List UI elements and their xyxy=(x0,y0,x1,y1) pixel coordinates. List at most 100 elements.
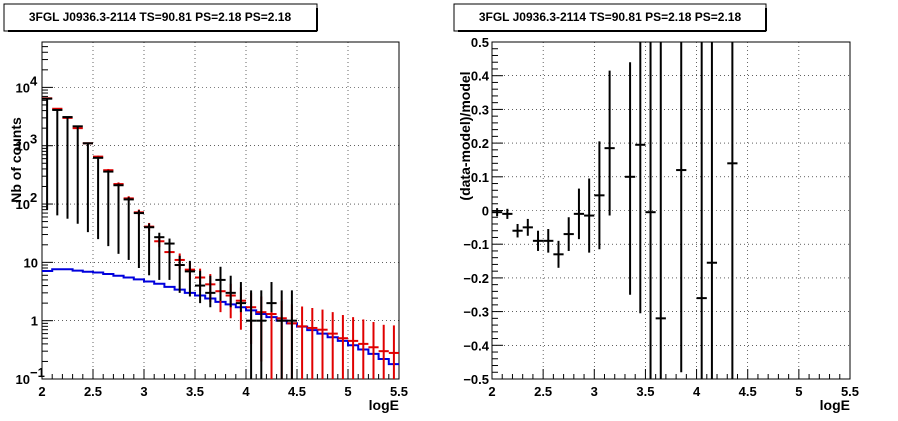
residuals-y-tick-label: −0.5 xyxy=(463,372,489,387)
counts-x-tick-label: 5.5 xyxy=(390,384,408,399)
residuals-x-tick-label: 4.5 xyxy=(739,384,757,399)
residual-point xyxy=(543,229,554,253)
data-point xyxy=(82,142,93,233)
data-point xyxy=(235,282,246,313)
residual-series xyxy=(492,42,738,379)
model-point xyxy=(297,306,308,379)
residuals-x-tick-label: 3.5 xyxy=(636,384,654,399)
residuals-ylabel: (data-model)/model xyxy=(457,71,473,200)
residuals-x-tick-label: 2 xyxy=(488,384,495,399)
residuals-y-tick-label: 0 xyxy=(482,204,489,219)
model-point xyxy=(307,307,318,379)
data-point xyxy=(184,260,195,297)
residual-point xyxy=(492,208,503,217)
residuals-title-box: 3FGL J0936.3-2114 TS=90.81 PS=2.18 PS=2.… xyxy=(453,3,767,32)
counts-x-tick-label: 5 xyxy=(344,384,351,399)
data-point xyxy=(113,183,124,254)
counts-title: 3FGL J0936.3-2114 TS=90.81 PS=2.18 PS=2.… xyxy=(29,10,292,24)
residuals-panel: 2 2.5 3 3.5 4 4.5 5 5.5 −0.5 −0.4 −0.3 −0.2 −0.1 0 0.… xyxy=(453,3,859,413)
residuals-x-tick-label: 3 xyxy=(591,384,598,399)
data-point xyxy=(133,210,144,269)
residual-point xyxy=(573,188,585,240)
residuals-grid xyxy=(492,42,850,379)
data-point xyxy=(276,290,287,379)
data-point xyxy=(52,108,63,216)
residuals-x-tick-label: 5 xyxy=(795,384,802,399)
residuals-xlabel: logE xyxy=(820,397,850,413)
counts-x-tick-label: 4.5 xyxy=(288,384,306,399)
data-point xyxy=(42,97,53,210)
counts-y-tick-exponent: 3 xyxy=(30,132,37,147)
data-point xyxy=(246,290,257,379)
residuals-y-tick-label: 0.3 xyxy=(471,102,489,117)
residual-point xyxy=(645,42,656,379)
residual-point xyxy=(532,230,544,251)
model-point xyxy=(327,312,338,379)
residuals-x-ticks: 2 2.5 3 3.5 4 4.5 5 5.5 xyxy=(488,369,859,399)
counts-x-tick-label: 2.5 xyxy=(84,384,102,399)
residual-point xyxy=(676,42,687,373)
data-point xyxy=(93,156,104,240)
residuals-y-tick-label: −0.1 xyxy=(463,237,489,252)
data-point xyxy=(72,125,83,224)
residuals-title: 3FGL J0936.3-2114 TS=90.81 PS=2.18 PS=2.… xyxy=(479,10,742,24)
model-point xyxy=(358,319,369,379)
model-point xyxy=(348,317,359,379)
counts-x-ticks: 2 2.5 3 3.5 4 4.5 5 5.5 xyxy=(38,369,408,399)
counts-y-tick-exponent: 2 xyxy=(30,190,37,205)
data-point xyxy=(123,197,134,260)
counts-y-tick-exponent: 4 xyxy=(30,73,38,88)
residual-point xyxy=(604,70,615,216)
counts-x-tick-label: 3 xyxy=(140,384,147,399)
data-point xyxy=(286,290,297,379)
counts-y-tick-base: 10 xyxy=(16,372,30,387)
residual-point xyxy=(502,208,513,219)
residuals-x-tick-label: 4 xyxy=(693,384,701,399)
residuals-x-tick-label: 5.5 xyxy=(841,384,859,399)
model-point xyxy=(388,325,399,379)
residual-point xyxy=(696,42,707,379)
counts-x-tick-label: 3.5 xyxy=(186,384,204,399)
data-point xyxy=(174,255,185,293)
residual-point xyxy=(553,240,564,268)
counts-ylabel: Nb of counts xyxy=(8,117,24,203)
residuals-y-tick-label: 0.2 xyxy=(471,136,489,151)
observed-counts-series xyxy=(42,97,297,379)
counts-y-tick-base: 10 xyxy=(16,197,30,212)
residuals-x-tick-label: 2.5 xyxy=(534,384,552,399)
counts-xlabel: logE xyxy=(369,397,399,413)
data-point xyxy=(266,282,277,313)
data-point xyxy=(256,290,267,379)
residuals-y-tick-label: 0.1 xyxy=(471,170,489,185)
residual-point xyxy=(594,141,605,250)
residual-point xyxy=(655,42,666,379)
counts-y-tick-exponent: −1 xyxy=(30,365,45,380)
residuals-y-tick-label: −0.4 xyxy=(463,338,489,353)
data-point xyxy=(164,238,175,280)
residuals-y-tick-label: −0.3 xyxy=(463,305,489,320)
data-point xyxy=(154,232,165,280)
data-point xyxy=(144,223,155,276)
background-model-step-line xyxy=(42,268,399,366)
residual-point xyxy=(727,42,738,379)
counts-x-tick-label: 4 xyxy=(242,384,250,399)
residual-point xyxy=(584,178,595,253)
background-model-series xyxy=(42,268,399,366)
counts-x-tick-label: 2 xyxy=(38,384,45,399)
model-point xyxy=(378,324,389,379)
residuals-y-tick-label: −0.2 xyxy=(463,271,489,286)
residual-point xyxy=(624,62,636,295)
residual-point xyxy=(635,42,646,314)
residual-point xyxy=(706,42,718,379)
residuals-y-ticks: −0.5 −0.4 −0.3 −0.2 −0.1 0 0.1 0.2 0.3 0.4 0.5 xyxy=(463,35,503,387)
data-point xyxy=(103,170,114,247)
counts-title-box: 3FGL J0936.3-2114 TS=90.81 PS=2.18 PS=2.… xyxy=(3,3,318,32)
data-point xyxy=(215,266,226,301)
data-point xyxy=(62,116,73,219)
model-point xyxy=(317,309,328,379)
data-point xyxy=(205,275,216,308)
counts-frame xyxy=(41,41,400,380)
model-point xyxy=(337,315,348,379)
